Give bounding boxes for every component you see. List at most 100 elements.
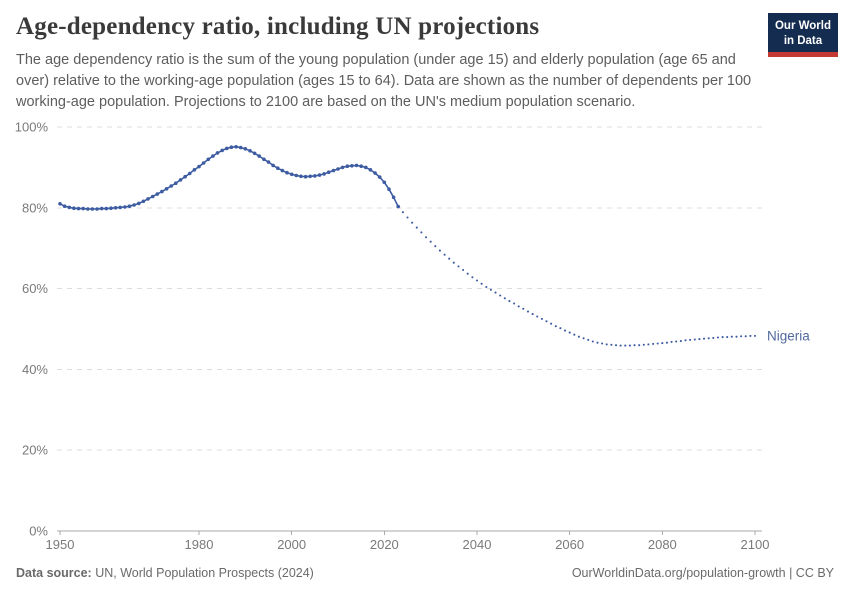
data-point	[238, 145, 243, 150]
data-point	[248, 149, 252, 153]
data-point	[187, 171, 192, 176]
y-tick-label: 40%	[22, 362, 48, 377]
data-point	[396, 204, 401, 209]
data-point	[252, 151, 257, 156]
owid-logo[interactable]: Our World in Data	[767, 13, 838, 58]
data-point	[387, 187, 391, 191]
projection-point	[480, 282, 483, 285]
projection-point	[596, 341, 599, 344]
projection-point	[494, 291, 497, 294]
projection-point	[591, 340, 594, 343]
data-point	[211, 154, 215, 158]
projection-point	[638, 344, 641, 347]
y-tick-label: 0%	[29, 524, 48, 539]
data-point	[294, 173, 299, 178]
data-point	[127, 204, 132, 208]
projection-point	[429, 240, 432, 243]
data-point	[313, 174, 317, 178]
data-point	[95, 207, 99, 211]
projection-point	[614, 344, 618, 347]
x-tick-label: 2100	[741, 537, 770, 552]
entity-label[interactable]: Nigeria	[767, 328, 810, 343]
projection-point	[652, 342, 655, 345]
data-point	[368, 168, 373, 172]
data-point	[299, 174, 303, 179]
projection-point	[577, 335, 580, 338]
projection-point	[753, 334, 757, 337]
projection-point	[443, 253, 446, 256]
projection-point	[475, 279, 479, 282]
projection-point	[563, 329, 567, 332]
projection-point	[448, 257, 451, 260]
data-point	[354, 163, 359, 168]
projection-point	[647, 343, 650, 346]
projection-point	[554, 325, 557, 328]
projection-point	[693, 338, 696, 341]
projection-point	[605, 343, 608, 346]
data-point	[169, 184, 173, 188]
projection-point	[661, 342, 664, 345]
credit-link[interactable]: OurWorldinData.org/population-growth | C…	[571, 566, 834, 580]
projection-point	[619, 344, 622, 347]
data-point	[280, 168, 285, 173]
data-point	[86, 207, 90, 211]
data-point	[137, 201, 141, 206]
chart-subtitle: The age dependency ratio is the sum of t…	[16, 52, 752, 110]
projection-point	[545, 320, 548, 323]
projection-point	[499, 294, 502, 297]
data-point	[234, 145, 238, 149]
projection-point	[633, 344, 636, 347]
x-tick-label: 2080	[648, 537, 677, 552]
x-tick-label: 2060	[555, 537, 584, 552]
data-point	[391, 195, 396, 200]
projection-point	[675, 340, 678, 343]
projection-dots	[401, 211, 757, 347]
data-point	[164, 187, 169, 191]
projection-point	[411, 221, 414, 224]
data-point	[76, 206, 81, 211]
projection-point	[730, 335, 733, 338]
data-source-text: UN, World Population Prospects (2024)	[95, 566, 314, 580]
data-point	[123, 205, 127, 209]
projection-point	[536, 315, 539, 318]
projection-point	[702, 337, 706, 340]
data-point	[271, 163, 275, 168]
projection-point	[610, 343, 613, 346]
projection-point	[568, 331, 571, 334]
data-point	[215, 151, 220, 155]
projection-point	[726, 336, 729, 339]
plot-area[interactable]	[57, 127, 762, 531]
projection-point	[587, 338, 590, 341]
projection-point	[582, 337, 585, 340]
projection-point	[513, 302, 516, 305]
data-point	[67, 205, 72, 210]
data-point	[62, 204, 67, 208]
projection-point	[624, 344, 627, 347]
y-tick-label: 100%	[15, 120, 49, 135]
data-point	[132, 203, 136, 207]
x-tick-label: 2040	[463, 537, 492, 552]
projection-point	[684, 339, 687, 342]
data-point	[289, 172, 294, 177]
data-point	[155, 192, 160, 196]
owid-logo-line2: in Data	[783, 34, 823, 47]
data-point	[359, 164, 364, 168]
data-point	[336, 167, 340, 171]
projection-point	[503, 297, 506, 300]
projection-point	[438, 249, 441, 252]
projection-point	[540, 317, 543, 320]
data-point	[382, 180, 387, 185]
data-point	[326, 170, 331, 174]
projection-point	[517, 305, 520, 308]
projection-point	[401, 211, 404, 214]
projection-point	[656, 342, 659, 345]
chart-title: Age-dependency ratio, including UN proje…	[16, 13, 540, 40]
projection-point	[721, 336, 724, 339]
projection-point	[489, 288, 492, 291]
data-point	[118, 205, 122, 210]
x-tick-label: 2000	[277, 537, 306, 552]
data-point	[317, 173, 322, 177]
